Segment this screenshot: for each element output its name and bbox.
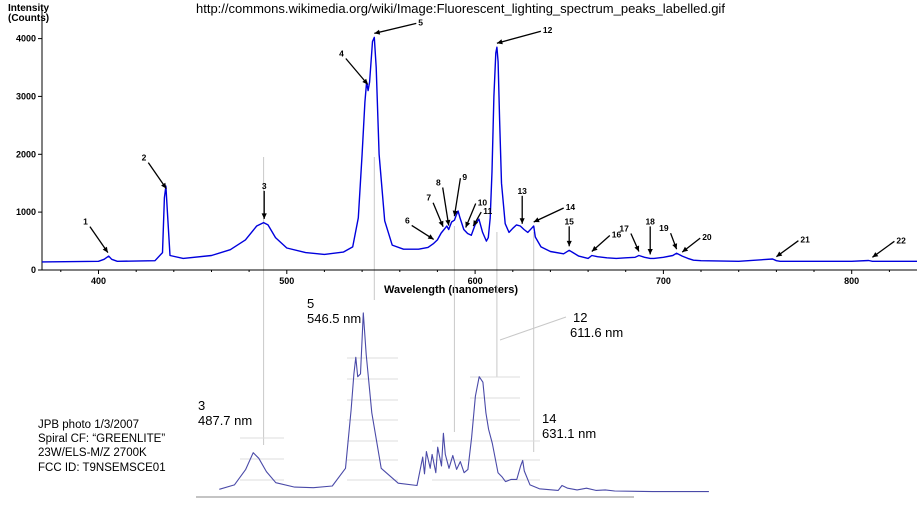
peak-arrow-shaft bbox=[374, 22, 417, 35]
peak-label-10: 10 bbox=[478, 198, 488, 208]
peak-label-14: 14 bbox=[566, 202, 576, 212]
peak-arrow-head bbox=[566, 240, 572, 247]
annotation-3-number: 3 bbox=[198, 398, 206, 413]
annotation-14-number: 14 bbox=[542, 411, 557, 426]
x-axis-title: Wavelength (nanometers) bbox=[384, 284, 519, 296]
peak-label-13: 13 bbox=[517, 186, 527, 196]
x-tick-label: 800 bbox=[844, 276, 859, 286]
annotation-5-number: 5 bbox=[307, 296, 315, 311]
peak-arrow-head bbox=[161, 182, 167, 189]
annotation-12: 12 611.6 nm bbox=[570, 310, 623, 340]
peak-arrow-shaft bbox=[345, 58, 369, 85]
peak-label-18: 18 bbox=[645, 216, 655, 226]
source-url: http://commons.wikimedia.org/wiki/Image:… bbox=[196, 1, 725, 16]
x-tick-label: 700 bbox=[656, 276, 671, 286]
annotation-5: 5 546.5 nm bbox=[307, 296, 361, 326]
annotation-12-leader-line bbox=[499, 316, 567, 341]
y-tick-label: 0 bbox=[31, 265, 36, 275]
annotation-5-wavelength: 546.5 nm bbox=[307, 311, 362, 326]
x-tick-label: 600 bbox=[468, 276, 483, 286]
peak-arrow-head bbox=[452, 210, 458, 217]
photo-caption-line2: Spiral CF: “GREENLITE” bbox=[38, 433, 166, 446]
y-tick-label: 4000 bbox=[16, 34, 36, 44]
y-axis-title-line2: (Counts) bbox=[8, 13, 50, 24]
y-tick-label: 3000 bbox=[16, 91, 36, 101]
peak-arrow-head bbox=[672, 243, 678, 250]
annotation-14-wavelength: 631.1 nm bbox=[542, 426, 597, 441]
y-axis-title-line1: Intensity bbox=[8, 3, 50, 14]
y-axis-title: Intensity (Counts) bbox=[8, 4, 49, 24]
peak-label-3: 3 bbox=[262, 181, 267, 191]
annotation-12-wavelength: 611.6 nm bbox=[570, 325, 624, 340]
peak-arrow-head bbox=[438, 220, 444, 227]
peak-label-19: 19 bbox=[659, 223, 669, 233]
peak-arrow-head bbox=[374, 29, 381, 35]
peak-label-8: 8 bbox=[436, 178, 441, 188]
y-tick-label: 1000 bbox=[16, 207, 36, 217]
peak-arrow-head bbox=[102, 246, 108, 253]
peak-arrow-head bbox=[465, 221, 471, 228]
annotation-12-number: 12 bbox=[573, 310, 588, 325]
peak-label-11: 11 bbox=[483, 206, 492, 216]
annotation-3: 3 487.7 nm bbox=[198, 398, 252, 428]
photo-caption-line4: FCC ID: T9NSEMSCE01 bbox=[38, 461, 166, 474]
photo-caption-line3: 23W/ELS-M/Z 2700K bbox=[38, 447, 147, 460]
spectrum-line bbox=[41, 36, 917, 263]
peak-label-17: 17 bbox=[619, 224, 629, 234]
peak-arrow-head bbox=[496, 39, 503, 45]
peak-arrow-shaft bbox=[442, 187, 450, 226]
annotation-3-wavelength: 487.7 nm bbox=[198, 413, 253, 428]
peak-label-12: 12 bbox=[543, 25, 553, 35]
y-tick-label: 2000 bbox=[16, 149, 36, 159]
x-tick-label: 400 bbox=[91, 276, 106, 286]
peak-arrow-head bbox=[533, 217, 540, 223]
peak-arrow-head bbox=[591, 246, 598, 252]
peak-arrow-head bbox=[872, 252, 879, 258]
peak-arrow-head bbox=[427, 234, 434, 240]
peak-arrow-head bbox=[261, 213, 267, 219]
peak-arrow-head bbox=[634, 245, 640, 252]
peak-label-7: 7 bbox=[426, 193, 431, 203]
peak-label-2: 2 bbox=[142, 153, 147, 163]
peak-label-1: 1 bbox=[83, 217, 88, 227]
peak-arrow-shaft bbox=[533, 207, 564, 223]
photo-trace-line bbox=[219, 312, 709, 493]
annotation-14: 14 631.1 nm bbox=[542, 411, 596, 441]
photo-caption: JPB photo 1/3/2007 Spiral CF: “GREENLITE… bbox=[38, 418, 166, 475]
peak-label-6: 6 bbox=[405, 215, 410, 225]
peak-label-9: 9 bbox=[462, 172, 467, 182]
peak-arrow-head bbox=[445, 219, 451, 226]
peak-label-15: 15 bbox=[564, 216, 574, 226]
x-tick-label: 500 bbox=[279, 276, 294, 286]
peak-label-5: 5 bbox=[418, 17, 423, 27]
peak-arrow-shaft bbox=[453, 178, 462, 217]
peak-arrow-head bbox=[473, 220, 479, 227]
peak-label-22: 22 bbox=[896, 235, 906, 245]
peak-label-21: 21 bbox=[800, 235, 810, 245]
peak-arrow-head bbox=[647, 249, 653, 255]
photo-caption-line1: JPB photo 1/3/2007 bbox=[38, 419, 140, 431]
peak-label-16: 16 bbox=[612, 230, 622, 240]
peak-label-20: 20 bbox=[702, 232, 712, 242]
peak-arrow-shaft bbox=[496, 30, 542, 44]
peak-arrow-head bbox=[682, 246, 689, 253]
peak-arrow-head bbox=[519, 218, 525, 224]
peak-arrow-head bbox=[776, 251, 783, 257]
peak-arrow-head bbox=[362, 78, 368, 85]
peak-label-4: 4 bbox=[339, 49, 344, 59]
